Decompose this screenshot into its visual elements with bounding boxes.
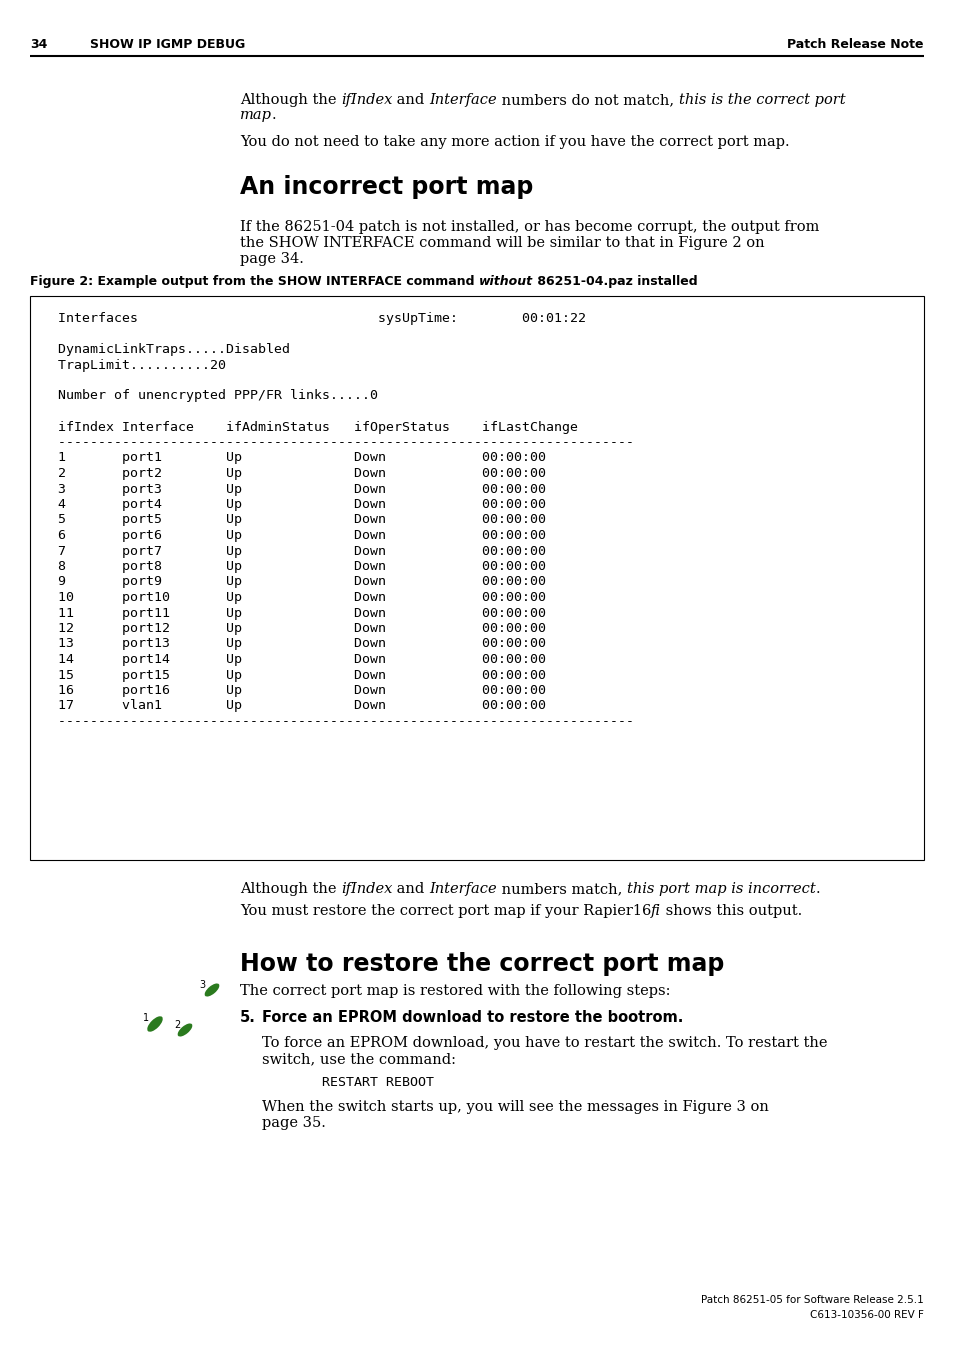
Text: this port map is incorrect: this port map is incorrect bbox=[626, 882, 815, 896]
Text: 86251-04.paz installed: 86251-04.paz installed bbox=[533, 276, 697, 288]
Text: 13      port13       Up              Down            00:00:00: 13 port13 Up Down 00:00:00 bbox=[42, 638, 545, 650]
Text: switch, use the command:: switch, use the command: bbox=[262, 1052, 456, 1066]
Text: ifIndex Interface    ifAdminStatus   ifOperStatus    ifLastChange: ifIndex Interface ifAdminStatus ifOperSt… bbox=[42, 420, 578, 434]
Text: 34: 34 bbox=[30, 38, 48, 50]
Text: 8       port8        Up              Down            00:00:00: 8 port8 Up Down 00:00:00 bbox=[42, 561, 545, 573]
Text: 3       port3        Up              Down            00:00:00: 3 port3 Up Down 00:00:00 bbox=[42, 482, 545, 496]
Text: without: without bbox=[478, 276, 533, 288]
Ellipse shape bbox=[147, 1016, 163, 1032]
Text: ifIndex: ifIndex bbox=[341, 882, 392, 896]
Text: How to restore the correct port map: How to restore the correct port map bbox=[240, 952, 723, 975]
Text: Patch Release Note: Patch Release Note bbox=[786, 38, 923, 50]
Text: Figure 2: Example output from the SHOW INTERFACE command: Figure 2: Example output from the SHOW I… bbox=[30, 276, 478, 288]
Text: page 35.: page 35. bbox=[262, 1116, 326, 1129]
Text: 5       port5        Up              Down            00:00:00: 5 port5 Up Down 00:00:00 bbox=[42, 513, 545, 527]
Bar bbox=[30, 296, 923, 861]
Text: 3: 3 bbox=[199, 979, 205, 990]
Text: 5.: 5. bbox=[240, 1011, 255, 1025]
Text: DynamicLinkTraps.....Disabled: DynamicLinkTraps.....Disabled bbox=[42, 343, 290, 357]
Text: 6       port6        Up              Down            00:00:00: 6 port6 Up Down 00:00:00 bbox=[42, 530, 545, 542]
Text: and: and bbox=[392, 93, 429, 107]
Text: RESTART REBOOT: RESTART REBOOT bbox=[322, 1075, 434, 1089]
Text: 11      port11       Up              Down            00:00:00: 11 port11 Up Down 00:00:00 bbox=[42, 607, 545, 620]
Text: 17      vlan1        Up              Down            00:00:00: 17 vlan1 Up Down 00:00:00 bbox=[42, 700, 545, 712]
Text: this is the correct port: this is the correct port bbox=[678, 93, 844, 107]
Text: Interface: Interface bbox=[429, 93, 497, 107]
Text: SHOW IP IGMP DEBUG: SHOW IP IGMP DEBUG bbox=[90, 38, 245, 50]
Text: numbers match,: numbers match, bbox=[497, 882, 626, 896]
Text: 15      port15       Up              Down            00:00:00: 15 port15 Up Down 00:00:00 bbox=[42, 669, 545, 681]
Text: You must restore the correct port map if your Rapier16: You must restore the correct port map if… bbox=[240, 904, 651, 917]
Text: fi: fi bbox=[651, 904, 660, 917]
Ellipse shape bbox=[205, 984, 219, 997]
Text: Although the: Although the bbox=[240, 882, 341, 896]
Text: the SHOW INTERFACE command will be similar to that in Figure 2 on: the SHOW INTERFACE command will be simil… bbox=[240, 236, 763, 250]
Text: 2       port2        Up              Down            00:00:00: 2 port2 Up Down 00:00:00 bbox=[42, 467, 545, 480]
Text: You do not need to take any more action if you have the correct port map.: You do not need to take any more action … bbox=[240, 135, 789, 149]
Text: 12      port12       Up              Down            00:00:00: 12 port12 Up Down 00:00:00 bbox=[42, 621, 545, 635]
Text: 7       port7        Up              Down            00:00:00: 7 port7 Up Down 00:00:00 bbox=[42, 544, 545, 558]
Text: ------------------------------------------------------------------------: ----------------------------------------… bbox=[42, 436, 634, 449]
Ellipse shape bbox=[177, 1024, 193, 1036]
Text: An incorrect port map: An incorrect port map bbox=[240, 176, 533, 199]
Text: 10      port10       Up              Down            00:00:00: 10 port10 Up Down 00:00:00 bbox=[42, 590, 545, 604]
Text: 16      port16       Up              Down            00:00:00: 16 port16 Up Down 00:00:00 bbox=[42, 684, 545, 697]
Text: 4       port4        Up              Down            00:00:00: 4 port4 Up Down 00:00:00 bbox=[42, 499, 545, 511]
Text: 2: 2 bbox=[173, 1020, 180, 1029]
Text: .: . bbox=[815, 882, 820, 896]
Text: map: map bbox=[240, 108, 272, 122]
Text: When the switch starts up, you will see the messages in Figure 3 on: When the switch starts up, you will see … bbox=[262, 1100, 768, 1115]
Text: Patch 86251-05 for Software Release 2.5.1: Patch 86251-05 for Software Release 2.5.… bbox=[700, 1296, 923, 1305]
Text: To force an EPROM download, you have to restart the switch. To restart the: To force an EPROM download, you have to … bbox=[262, 1036, 826, 1050]
Text: Interfaces                              sysUpTime:        00:01:22: Interfaces sysUpTime: 00:01:22 bbox=[42, 312, 585, 326]
Text: and: and bbox=[392, 882, 429, 896]
Text: TrapLimit..........20: TrapLimit..........20 bbox=[42, 358, 226, 372]
Text: 1: 1 bbox=[143, 1013, 149, 1023]
Text: .: . bbox=[272, 108, 276, 122]
Text: ------------------------------------------------------------------------: ----------------------------------------… bbox=[42, 715, 634, 728]
Text: The correct port map is restored with the following steps:: The correct port map is restored with th… bbox=[240, 984, 670, 998]
Text: Although the: Although the bbox=[240, 93, 341, 107]
Text: page 34.: page 34. bbox=[240, 253, 304, 266]
Text: 14      port14       Up              Down            00:00:00: 14 port14 Up Down 00:00:00 bbox=[42, 653, 545, 666]
Text: 9       port9        Up              Down            00:00:00: 9 port9 Up Down 00:00:00 bbox=[42, 576, 545, 589]
Text: Interface: Interface bbox=[429, 882, 497, 896]
Text: ifIndex: ifIndex bbox=[341, 93, 392, 107]
Text: 1       port1        Up              Down            00:00:00: 1 port1 Up Down 00:00:00 bbox=[42, 451, 545, 465]
Text: C613-10356-00 REV F: C613-10356-00 REV F bbox=[809, 1310, 923, 1320]
Text: shows this output.: shows this output. bbox=[660, 904, 801, 917]
Text: Number of unencrypted PPP/FR links.....0: Number of unencrypted PPP/FR links.....0 bbox=[42, 389, 377, 403]
Text: If the 86251-04 patch is not installed, or has become corrupt, the output from: If the 86251-04 patch is not installed, … bbox=[240, 220, 819, 234]
Text: Force an EPROM download to restore the bootrom.: Force an EPROM download to restore the b… bbox=[262, 1011, 682, 1025]
Text: numbers do not match,: numbers do not match, bbox=[497, 93, 678, 107]
